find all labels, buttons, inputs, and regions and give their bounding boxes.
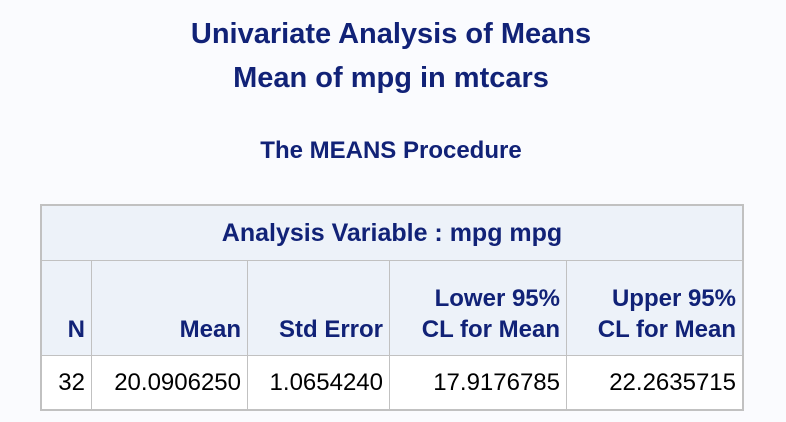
cell-lower-cl: 17.9176785 — [389, 355, 567, 411]
column-header-label-line1: Upper 95% — [611, 285, 736, 312]
analysis-results-table: Analysis Variable : mpg mpg N Mean Std E… — [40, 204, 744, 411]
report-title: Univariate Analysis of Means — [190, 18, 592, 50]
column-header-label: Mean — [179, 316, 241, 343]
column-header-std-error: Std Error — [247, 260, 390, 356]
column-header-label: N — [67, 316, 85, 343]
analysis-variable-header: Analysis Variable : mpg mpg — [40, 204, 744, 261]
column-header-lower-cl: Lower 95% CL for Mean — [389, 260, 567, 356]
column-header-label-line2: CL for Mean — [421, 316, 560, 343]
column-header-upper-cl: Upper 95% CL for Mean — [566, 260, 744, 356]
cell-upper-cl: 22.2635715 — [566, 355, 744, 411]
column-header-label-line1: Lower 95% — [434, 285, 560, 312]
column-header-row: N Mean Std Error Lower 95% CL for Mean U… — [40, 260, 744, 356]
report-subtitle: Mean of mpg in mtcars — [233, 62, 549, 94]
column-header-mean: Mean — [91, 260, 248, 356]
procedure-title: The MEANS Procedure — [260, 137, 522, 164]
table-row: 32 20.0906250 1.0654240 17.9176785 22.26… — [40, 355, 744, 411]
cell-mean: 20.0906250 — [91, 355, 248, 411]
cell-std-error: 1.0654240 — [247, 355, 390, 411]
cell-n: 32 — [40, 355, 92, 411]
column-header-label: Std Error — [278, 316, 383, 343]
column-header-n: N — [40, 260, 92, 356]
table-caption-row: Analysis Variable : mpg mpg — [40, 204, 744, 261]
column-header-label-line2: CL for Mean — [597, 316, 736, 343]
